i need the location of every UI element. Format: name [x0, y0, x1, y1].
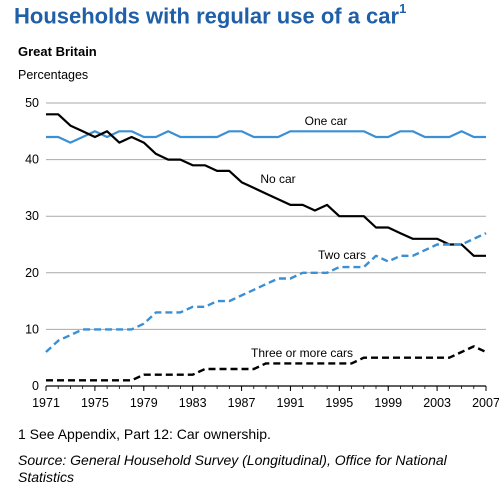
series-label: Two cars: [318, 248, 366, 262]
y-tick-label: 40: [25, 153, 39, 167]
axes: 0 10 20 30 40 50 1971 1975 1979 1983 1987 1991 1995 1…: [25, 96, 499, 410]
chart-title: Households with regular use of a car1: [14, 1, 407, 29]
series-line-one-car: [46, 130, 486, 144]
x-tick-label: 2007: [472, 396, 499, 410]
series-labels: One car No car Two cars Three or more cars: [251, 114, 366, 360]
series-label: No car: [260, 172, 295, 186]
x-tick-label: 1983: [179, 396, 207, 410]
chart-subtitle: Great Britain: [18, 44, 97, 59]
series-label: One car: [305, 114, 348, 128]
unit-label: Percentages: [18, 68, 89, 82]
x-tick-label: 1999: [374, 396, 402, 410]
gridlines: [46, 102, 486, 330]
y-tick-label: 20: [25, 266, 39, 280]
footnote: 1 See Appendix, Part 12: Car ownership.: [18, 426, 271, 442]
x-tick-label: 1975: [81, 396, 109, 410]
y-tick-label: 10: [25, 322, 39, 336]
x-tick-label: 1991: [277, 396, 305, 410]
series-line-no-car: [46, 113, 486, 257]
x-tick-label: 1971: [32, 396, 60, 410]
x-tick-label: 1979: [130, 396, 158, 410]
x-tick-label: 2003: [423, 396, 451, 410]
series-label: Three or more cars: [251, 346, 353, 360]
source-note: Source: General Household Survey (Longit…: [18, 452, 447, 485]
y-tick-label: 30: [25, 209, 39, 223]
chart-title-text: Households with regular use of a car: [14, 3, 400, 29]
x-tick-label: 1995: [325, 396, 353, 410]
x-tick-label: 1987: [228, 396, 256, 410]
y-tick-label: 50: [25, 96, 39, 110]
series-line-three-or-more-cars: [46, 345, 487, 382]
series-line-two-cars: [45, 232, 487, 353]
title-footnote-marker: 1: [399, 1, 407, 16]
y-tick-label: 0: [32, 379, 39, 393]
series-lines: [45, 113, 487, 382]
